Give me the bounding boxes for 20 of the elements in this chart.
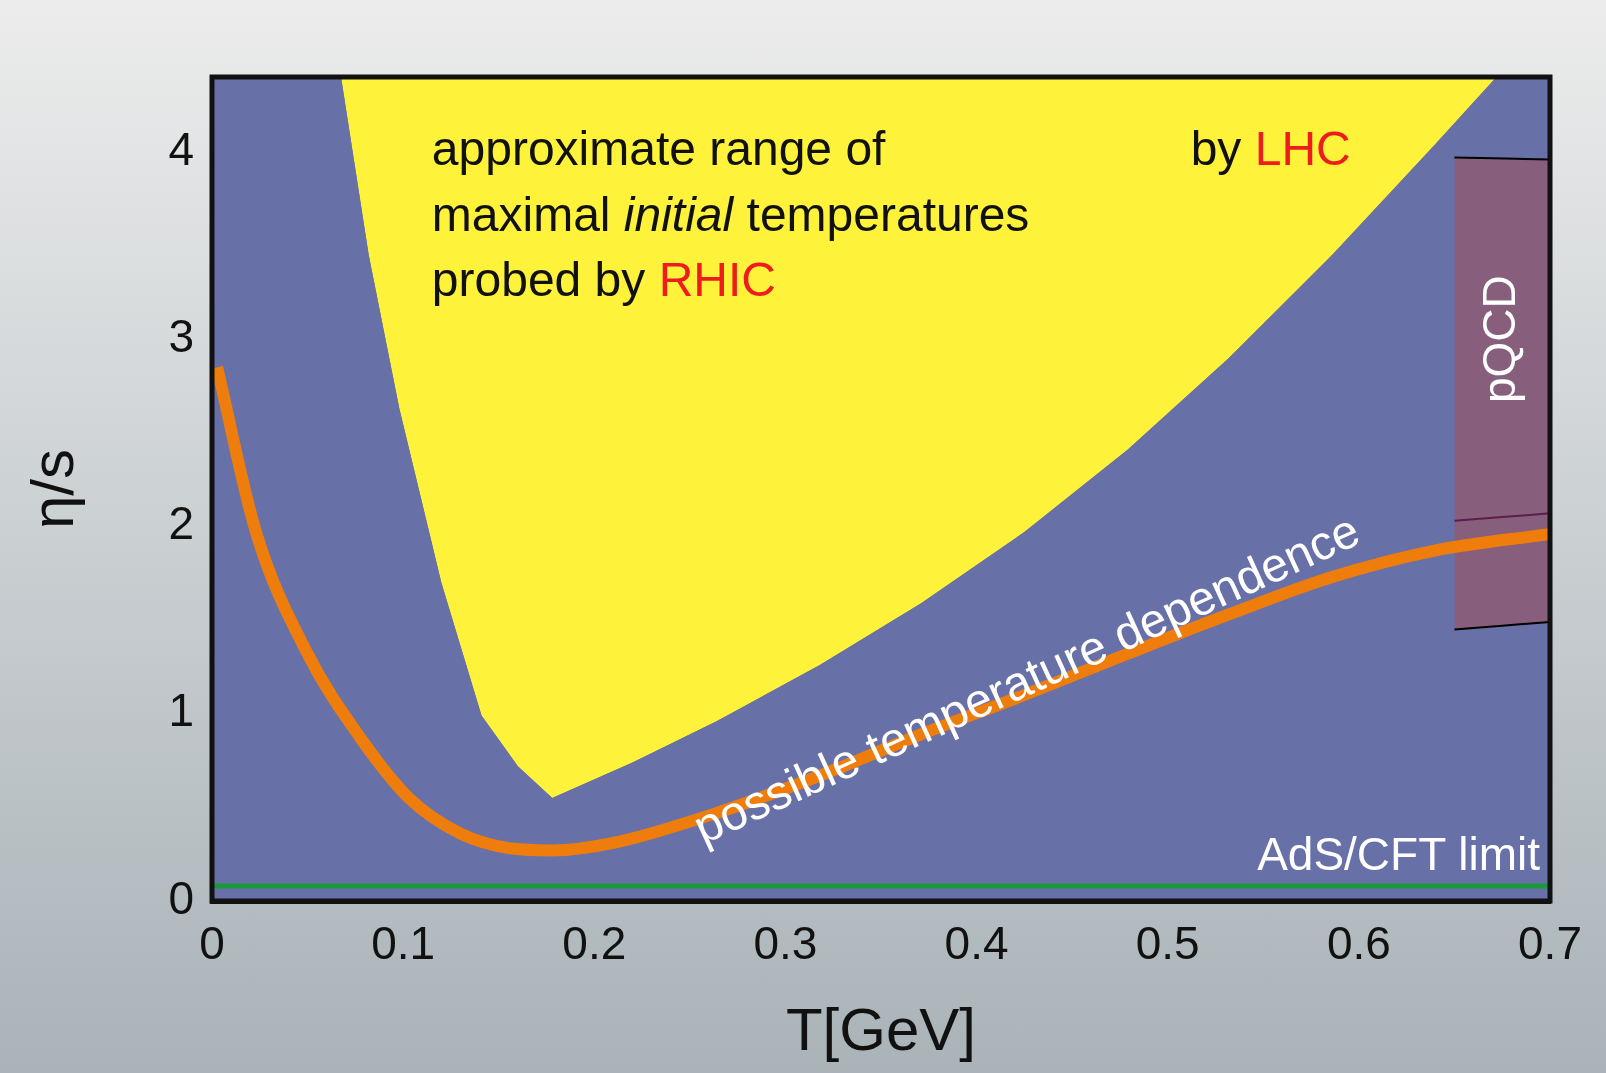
x-tick-label: 0.2 — [562, 917, 627, 970]
y-tick-label: 0 — [168, 871, 194, 924]
x-tick-label: 0.7 — [1518, 917, 1582, 970]
x-tick-label: 0.6 — [1326, 917, 1391, 970]
y-tick-label: 1 — [168, 684, 194, 737]
y-tick-label: 3 — [168, 309, 194, 362]
x-axis-title: T[GeV] — [785, 995, 977, 1063]
annotation: by LHC — [1190, 122, 1351, 176]
x-tick-label: 0.4 — [944, 917, 1009, 970]
annotation: maximal initial temperatures — [431, 187, 1030, 241]
ref-line-label: AdS/CFT limit — [1257, 827, 1541, 880]
x-tick-label: 0.5 — [1135, 917, 1200, 970]
text: pQCD — [1472, 275, 1525, 404]
y-tick-label: 4 — [168, 122, 194, 175]
x-tick-label: 0.1 — [371, 917, 436, 970]
annotation: approximate range of — [431, 122, 887, 176]
y-tick-label: 2 — [168, 497, 194, 550]
x-tick-label: 0.3 — [753, 917, 818, 970]
annotation: probed by RHIC — [431, 253, 776, 307]
y-axis-title: η/s — [18, 448, 86, 530]
